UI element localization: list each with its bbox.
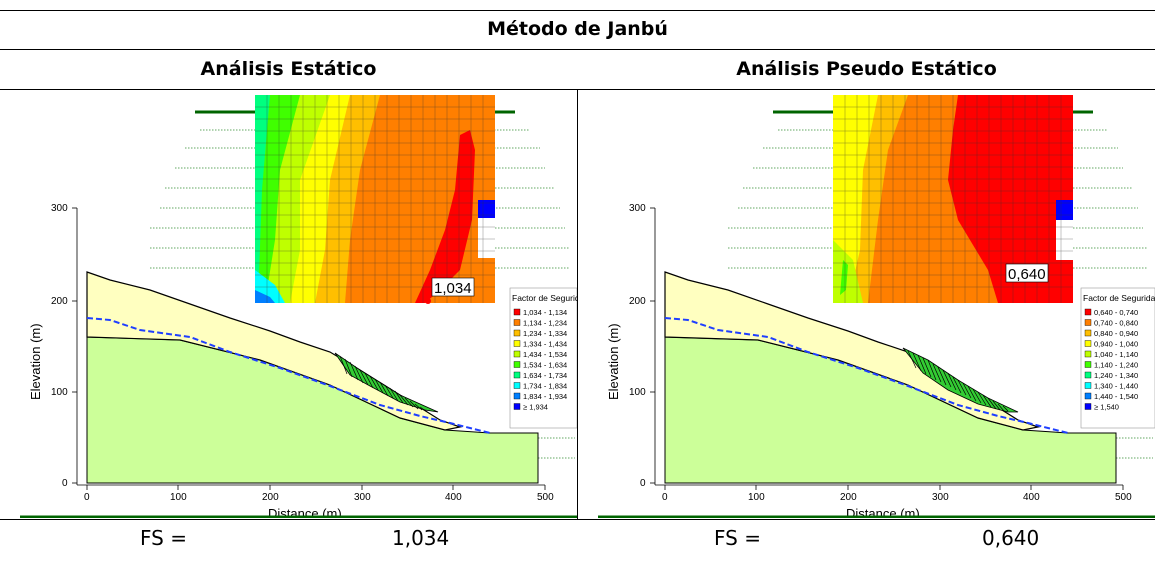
legend-entry-label: 1,134 - 1,234 [523,319,567,328]
fs-value-pseudo-static: 0,640 [982,526,1040,550]
legend-swatch [513,319,521,326]
subtitle-static: Análisis Estático [200,58,377,80]
min-fs-box [431,277,475,297]
legend-swatch [1084,350,1092,358]
y-tick-0: 0 [62,478,68,489]
x-tick-300: 300 [354,492,371,503]
legend-entry-label: 0,640 - 0,740 [1094,308,1138,317]
legend-swatch [513,350,521,358]
slope-figure-static: 1,034 0 100 200 300 0 100 200 300 4 [20,95,577,518]
fs-label-static: FS = [140,526,187,550]
legend-title: Factor de Seguridad [512,293,577,303]
legend-swatch [1084,308,1092,316]
legend-entry-label: 1,340 - 1,440 [1094,382,1138,391]
table-fs-divider [0,519,1155,520]
y-tick-200: 200 [629,296,646,307]
legend-swatch [1084,319,1092,326]
legend-swatch [1084,361,1092,368]
legend-entry-label: 1,534 - 1,634 [523,361,567,370]
legend-swatch [513,382,521,389]
table-top-border [0,10,1155,11]
legend-entry-label: 0,840 - 0,940 [1094,329,1138,338]
min-fs-center-marker [425,298,431,304]
water-table-line [664,317,1069,434]
x-tick-500: 500 [1115,492,1132,503]
legend-swatch [513,340,521,347]
legend-swatch [513,308,521,316]
y-tick-200: 200 [51,296,68,307]
table-title-divider [0,49,1155,50]
y-tick-0: 0 [640,478,646,489]
x-tick-300: 300 [932,492,949,503]
legend-swatch [513,329,521,337]
legend-entry-label: ≥ 1,540 [1094,403,1119,412]
legend-entry-label: 1,140 - 1,240 [1094,361,1138,370]
legend-entry-label: 1,434 - 1,534 [523,350,567,359]
x-tick-400: 400 [445,492,462,503]
legend-entry-label: 1,440 - 1,540 [1094,392,1138,401]
legend-entry-label: ≥ 1,934 [523,403,548,412]
slope-figure-pseudo-static: 0,640 0 100 200 300 0 100 200 300 400 50… [598,95,1155,518]
y-axis-label: Elevation (m) [606,323,621,400]
legend-swatch [1084,329,1092,337]
table-title: Método de Janbú [487,18,668,40]
legend-entry-label: 0,940 - 1,040 [1094,340,1138,349]
legend-entry-label: 1,634 - 1,734 [523,371,567,380]
legend-swatch [1084,403,1092,410]
legend-swatch [1084,340,1092,347]
x-tick-0: 0 [84,492,90,503]
y-tick-300: 300 [629,203,646,214]
subtitle-pseudo-static: Análisis Pseudo Estático [736,58,997,80]
legend-swatch [513,392,521,400]
min-fs-label: 1,034 [434,280,472,297]
legend-title: Factor de Seguridad [1083,293,1155,303]
water-table-line [86,317,491,434]
legend-swatch [1084,382,1092,389]
legend-entry-label: 1,034 - 1,134 [523,308,567,317]
legend-swatch [1084,392,1092,400]
failure-slices [334,352,439,413]
x-axis-label: Distance (m) [268,506,342,518]
y-tick-100: 100 [629,387,646,398]
x-tick-200: 200 [840,492,857,503]
legend-swatch [513,371,521,379]
grid-mesh [255,95,495,303]
legend-entry-label: 1,734 - 1,834 [523,382,567,391]
legend-entry-label: 1,240 - 1,340 [1094,371,1138,380]
legend-swatch [513,403,521,410]
y-axis-label: Elevation (m) [28,323,43,400]
x-tick-500: 500 [537,492,554,503]
x-tick-100: 100 [170,492,187,503]
fs-label-pseudo-static: FS = [714,526,761,550]
fs-legend: Factor de Seguridad 1,034 - 1,134 1,134 -… [509,287,577,429]
x-tick-400: 400 [1023,492,1040,503]
legend-entry-label: 0,740 - 0,840 [1094,319,1138,328]
x-axis-label: Distance (m) [846,506,920,518]
x-tick-200: 200 [262,492,279,503]
legend-entry-label: 1,834 - 1,934 [523,392,567,401]
fs-value-static: 1,034 [392,526,450,550]
legend-entry-label: 1,334 - 1,434 [523,340,567,349]
min-fs-box [1005,263,1049,283]
legend-entry-label: 1,040 - 1,140 [1094,350,1138,359]
x-tick-100: 100 [748,492,765,503]
x-tick-0: 0 [662,492,668,503]
legend-swatch [513,361,521,368]
min-fs-label: 0,640 [1008,266,1046,283]
y-tick-300: 300 [51,203,68,214]
legend-entry-label: 1,234 - 1,334 [523,329,567,338]
table-column-divider [577,89,578,519]
y-tick-100: 100 [51,387,68,398]
legend-swatch [1084,371,1092,379]
fs-legend: Factor de Seguridad 0,640 - 0,740 0,740 -… [1080,287,1155,429]
failure-slices [902,347,1019,413]
